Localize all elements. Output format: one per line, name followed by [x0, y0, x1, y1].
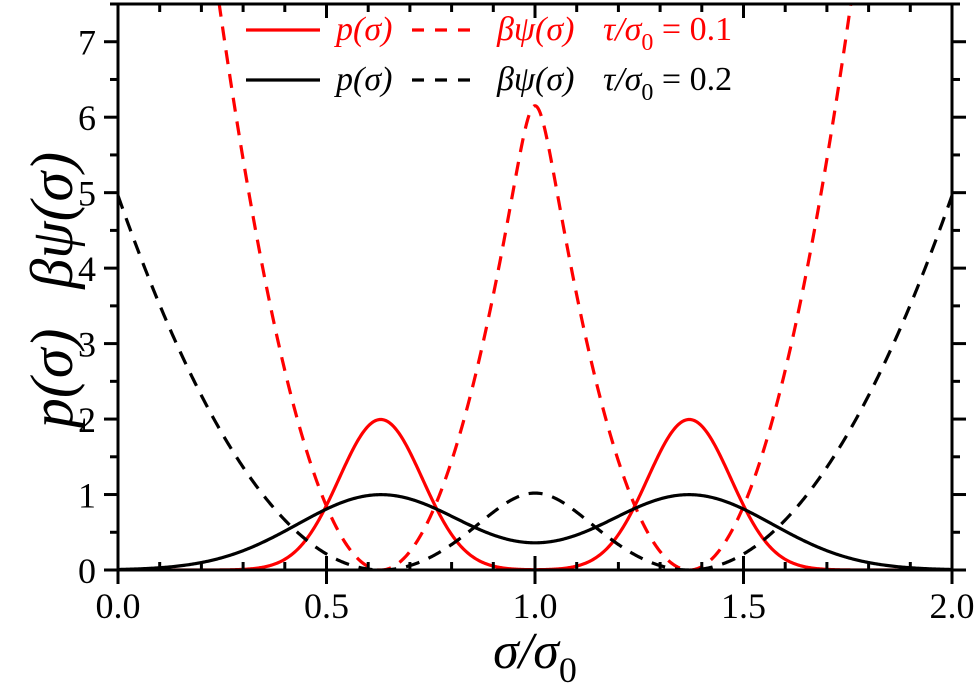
x-tick-label: 1.0: [513, 586, 558, 626]
axes: 0.0 0.5 1.0 1.5 2.0 0 1 2 3 4 5 6 7: [78, 2, 975, 626]
series-p-tau-0.2: [118, 493, 952, 570]
legend-row-2: p(σ) βψ(σ) τ/σ0 = 0.2: [246, 61, 732, 106]
legend: p(σ) βψ(σ) τ/σ0 = 0.1 p(σ) βψ(σ) τ/σ0 = 0.2: [246, 11, 732, 106]
y-tick-label: 1: [78, 476, 96, 516]
y-tick-label: 5: [78, 174, 96, 214]
legend-p-label: p(σ): [334, 61, 392, 98]
y-tick-label: 7: [78, 23, 96, 63]
series-p-tau-0.1: [118, 417, 952, 570]
y-tick-label: 4: [78, 249, 96, 289]
y-label-psi: βψ(σ): [19, 152, 85, 290]
svg-text:p(σ)βψ(σ): p(σ) βψ(σ): [19, 152, 85, 432]
y-tick-label: 3: [78, 325, 96, 365]
series-psi-tau-0.2: [118, 194, 952, 570]
y-tick-label: 6: [78, 98, 96, 138]
x-tick-label: 1.5: [721, 586, 766, 626]
legend-tau-label: τ/σ0 = 0.2: [603, 61, 732, 106]
x-tick-label: 0.5: [304, 586, 349, 626]
x-tick-label: 0.0: [96, 586, 141, 626]
legend-p-label: p(σ): [334, 11, 392, 48]
x-axis-label: σ/σ0: [493, 623, 577, 690]
x-tick-label: 2.0: [930, 586, 975, 626]
y-tick-label: 0: [78, 551, 96, 591]
y-label-p: p(σ): [19, 329, 85, 433]
legend-psi-label: βψ(σ): [496, 11, 574, 48]
series-psi-tau-0.1: [217, 4, 853, 570]
legend-row-1: p(σ) βψ(σ) τ/σ0 = 0.1: [246, 11, 732, 56]
legend-psi-label: βψ(σ): [496, 61, 574, 98]
y-tick-label: 2: [78, 400, 96, 440]
legend-tau-label: τ/σ0 = 0.1: [603, 11, 732, 56]
y-axis-label: p(σ) βψ(σ): [19, 152, 85, 432]
